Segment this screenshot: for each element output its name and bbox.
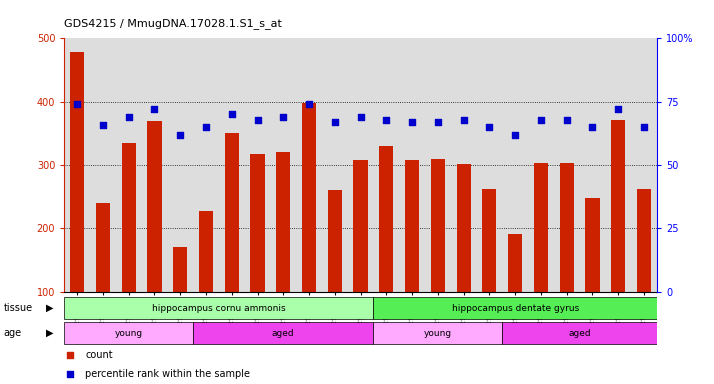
Bar xyxy=(147,121,161,292)
Text: GDS4215 / MmugDNA.17028.1.S1_s_at: GDS4215 / MmugDNA.17028.1.S1_s_at xyxy=(64,18,282,29)
Text: age: age xyxy=(4,328,21,338)
Bar xyxy=(502,322,657,344)
Point xyxy=(97,121,109,127)
Bar xyxy=(431,159,445,292)
Point xyxy=(510,132,521,138)
Point xyxy=(483,124,495,130)
Point xyxy=(458,116,469,122)
Bar xyxy=(276,152,291,292)
Point xyxy=(329,119,341,125)
Bar xyxy=(193,322,373,344)
Point xyxy=(174,132,186,138)
Bar xyxy=(373,297,657,319)
Point xyxy=(587,124,598,130)
Bar xyxy=(173,248,187,292)
Point xyxy=(200,124,211,130)
Bar xyxy=(508,233,522,292)
Bar xyxy=(611,119,625,292)
Bar xyxy=(405,160,419,292)
Point xyxy=(408,303,420,310)
Point xyxy=(355,114,366,120)
Bar xyxy=(96,203,110,292)
Bar xyxy=(483,189,496,292)
Bar xyxy=(121,143,136,292)
Bar xyxy=(251,154,265,292)
Text: hippocampus dentate gyrus: hippocampus dentate gyrus xyxy=(451,304,579,313)
Point xyxy=(278,114,289,120)
Point xyxy=(252,116,263,122)
Text: tissue: tissue xyxy=(4,303,33,313)
Text: young: young xyxy=(115,329,143,338)
Point xyxy=(381,116,392,122)
Bar xyxy=(64,322,193,344)
Text: aged: aged xyxy=(272,329,295,338)
Text: young: young xyxy=(424,329,452,338)
Point xyxy=(123,114,134,120)
Bar xyxy=(328,190,342,292)
Bar xyxy=(379,146,393,292)
Text: hippocampus cornu ammonis: hippocampus cornu ammonis xyxy=(152,304,286,313)
Bar xyxy=(456,164,471,292)
Point xyxy=(408,134,420,140)
Bar xyxy=(637,189,651,292)
Bar xyxy=(302,103,316,292)
Point xyxy=(406,119,418,125)
Bar xyxy=(199,211,213,292)
Point xyxy=(149,106,160,113)
Text: count: count xyxy=(85,350,113,360)
Point xyxy=(536,116,547,122)
Point xyxy=(561,116,573,122)
Text: aged: aged xyxy=(568,329,591,338)
Point xyxy=(638,124,650,130)
Point xyxy=(71,101,83,108)
Bar xyxy=(560,163,574,292)
Text: percentile rank within the sample: percentile rank within the sample xyxy=(85,369,250,379)
Bar xyxy=(534,163,548,292)
Bar xyxy=(70,52,84,292)
Text: ▶: ▶ xyxy=(46,303,54,313)
Point xyxy=(613,106,624,113)
Bar xyxy=(64,297,373,319)
Bar xyxy=(585,198,600,292)
Bar xyxy=(353,160,368,292)
Point xyxy=(303,101,315,108)
Bar xyxy=(373,322,502,344)
Bar xyxy=(225,134,238,292)
Text: ▶: ▶ xyxy=(46,328,54,338)
Point xyxy=(432,119,443,125)
Point xyxy=(226,111,238,118)
